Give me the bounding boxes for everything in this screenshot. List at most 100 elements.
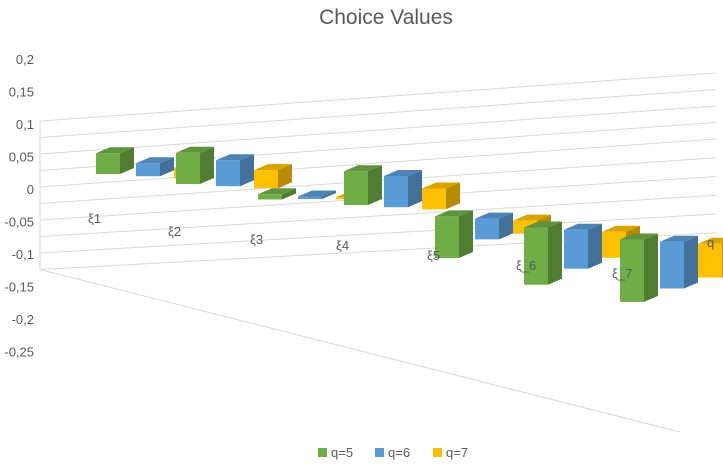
bar-side-face: [282, 188, 296, 200]
bar-top-face: [422, 182, 460, 189]
bar-q=6-ξ_6: [564, 223, 602, 269]
x-tick-label: ξ5: [427, 248, 440, 263]
bar-front-face: [216, 160, 240, 187]
bar-front-face: [435, 216, 459, 258]
bar-top-face: [602, 225, 640, 232]
bar-top-face: [524, 221, 562, 228]
gridline: [39, 105, 717, 155]
legend: q=5 q=6 q=7: [318, 445, 468, 460]
depth-axis-label: q: [707, 235, 714, 250]
bar-q=5-ξ5: [435, 210, 473, 258]
bar-q=7-ξ_7: [698, 237, 723, 278]
bar-front-face: [524, 227, 548, 285]
bar-side-face: [459, 210, 473, 258]
bar-side-face: [644, 233, 658, 302]
gridline: [39, 89, 717, 138]
bar-q=5-ξ2: [176, 146, 214, 184]
gridline: [39, 138, 717, 188]
bar-side-face: [446, 182, 460, 210]
bar-side-face: [200, 146, 214, 184]
bar-top-face: [698, 237, 723, 244]
bar-front-face: [344, 171, 368, 205]
bar-side-face: [548, 221, 562, 285]
y-tick-label: -0,15: [4, 280, 34, 295]
bar-side-face: [408, 170, 422, 208]
bar-q=5-ξ3: [258, 188, 296, 200]
x-tick-label: ξ_7: [612, 266, 632, 281]
bar-side-face: [588, 223, 602, 269]
x-tick-label: ξ2: [168, 224, 181, 239]
y-axis-ticks: 0,2 0,15 0,1 0,05 0 -0,05 -0,1 -0,15 -0,2 -0,25: [4, 52, 34, 360]
bar-front-face: [422, 188, 446, 210]
bar-side-face: [368, 165, 382, 205]
bar-q=7-ξ4: [422, 182, 460, 210]
y-tick-label: 0,1: [16, 117, 34, 132]
bar-front-face: [384, 176, 408, 208]
bar-q=6-ξ2: [216, 154, 254, 187]
bar-front-face: [298, 196, 322, 200]
floor-edge: [39, 269, 681, 433]
bar-q=7-ξ2: [254, 164, 292, 189]
bar-top-face: [435, 210, 473, 217]
x-tick-label: ξ1: [88, 211, 101, 226]
bar-q=5-ξ_6: [524, 221, 562, 285]
bar-front-face: [96, 153, 120, 174]
bar-top-face: [620, 233, 658, 240]
bars: [96, 146, 723, 302]
bar-top-face: [254, 164, 292, 171]
bar-front-face: [660, 241, 684, 289]
bar-q=6-ξ_7: [660, 235, 698, 289]
legend-swatch: [433, 448, 442, 457]
bar-side-face: [240, 154, 254, 187]
bar-top-face: [176, 146, 214, 153]
bar-front-face: [258, 194, 282, 200]
bar-front-face: [176, 152, 200, 184]
y-tick-label: 0,15: [9, 85, 34, 100]
bar-top-face: [216, 154, 254, 161]
bar-side-face: [499, 212, 513, 240]
legend-item: q=6: [375, 445, 410, 460]
legend-item: q=7: [433, 445, 468, 460]
y-tick-label: 0: [27, 182, 34, 197]
bar-side-face: [278, 164, 292, 189]
bar-top-face: [298, 190, 336, 197]
y-tick-label: -0,1: [12, 247, 34, 262]
bar-top-face: [258, 188, 296, 195]
bar-front-face: [620, 239, 644, 302]
bar-q=5-ξ4: [344, 165, 382, 205]
chart-title: Choice Values: [319, 6, 453, 29]
x-tick-label: ξ4: [336, 238, 349, 253]
y-tick-label: 0,05: [9, 150, 34, 165]
bar-front-face: [564, 229, 588, 269]
bar-top-face: [513, 214, 551, 221]
bar-top-face: [136, 157, 174, 164]
y-tick-label: 0,2: [16, 52, 34, 67]
bar-top-face: [564, 223, 602, 230]
gridline: [39, 194, 717, 237]
legend-label: q=5: [331, 445, 353, 460]
bar-front-face: [254, 170, 278, 189]
bar-q=5-ξ_7: [620, 233, 658, 302]
bar-q=6-ξ5: [475, 212, 513, 240]
legend-swatch: [375, 448, 384, 457]
bar-side-face: [322, 190, 336, 200]
bar-side-face: [684, 235, 698, 289]
legend-item: q=5: [318, 445, 353, 460]
bar-top-face: [384, 170, 422, 176]
bar-q=5-ξ1: [96, 147, 134, 174]
bar-side-face: [160, 157, 174, 177]
bar-q=6-ξ4: [384, 170, 422, 208]
y-tick-label: -0,05: [4, 215, 34, 230]
x-tick-label: ξ_6: [516, 258, 536, 273]
legend-label: q=6: [388, 445, 410, 460]
y-tick-label: -0,2: [12, 312, 34, 327]
legend-swatch: [318, 448, 327, 457]
x-axis-ticks: ξ1 ξ2 ξ3 ξ4 ξ5 ξ_6 ξ_7: [88, 211, 632, 281]
y-tick-label: -0,25: [4, 345, 34, 360]
bar-top-face: [96, 147, 134, 154]
bar-front-face: [475, 218, 499, 240]
bar-top-face: [344, 165, 382, 172]
bar-side-face: [120, 147, 134, 174]
